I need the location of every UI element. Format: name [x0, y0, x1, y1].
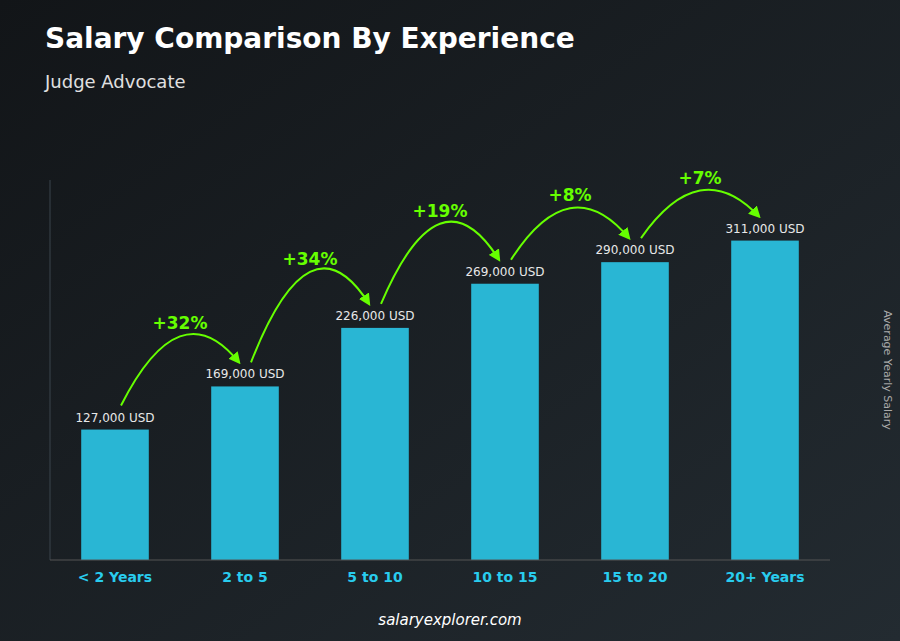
- change-arc: [121, 334, 239, 406]
- bar: [341, 328, 409, 560]
- x-tick-label: 10 to 15: [472, 569, 537, 585]
- bars: [81, 241, 799, 560]
- baseline: [50, 560, 830, 561]
- y-axis-label: Average Yearly Salary: [881, 310, 894, 430]
- bar: [731, 241, 799, 560]
- value-label: 269,000 USD: [465, 265, 544, 279]
- bar: [81, 430, 149, 560]
- change-arc: [511, 207, 629, 259]
- value-label: 311,000 USD: [725, 222, 804, 236]
- bar: [601, 262, 669, 560]
- subtitle: Judge Advocate: [44, 71, 186, 92]
- source: salaryexplorer.com: [378, 611, 521, 629]
- x-tick-label: 5 to 10: [347, 569, 403, 585]
- chart-container: Salary Comparison By Experience Judge Adv…: [0, 0, 900, 641]
- value-label: 226,000 USD: [335, 309, 414, 323]
- x-tick-label: 2 to 5: [222, 569, 268, 585]
- x-tick-label: < 2 Years: [78, 569, 152, 585]
- change-label: +7%: [678, 168, 721, 188]
- change-arc: [251, 268, 369, 362]
- x-tick-label: 20+ Years: [725, 569, 804, 585]
- bar: [471, 284, 539, 560]
- title: Salary Comparison By Experience: [45, 22, 575, 55]
- change-label: +34%: [283, 249, 338, 269]
- change-arc: [641, 190, 759, 238]
- bar: [211, 386, 279, 560]
- change-arc: [381, 222, 499, 304]
- value-label: 127,000 USD: [75, 411, 154, 425]
- y-axis-line: [50, 180, 51, 560]
- change-label: +8%: [548, 185, 591, 205]
- change-label: +19%: [413, 201, 468, 221]
- change-label: +32%: [153, 313, 208, 333]
- background: [0, 0, 900, 641]
- value-label: 169,000 USD: [205, 367, 284, 381]
- x-tick-label: 15 to 20: [602, 569, 667, 585]
- value-label: 290,000 USD: [595, 243, 674, 257]
- chart-svg: Salary Comparison By Experience Judge Adv…: [0, 0, 900, 641]
